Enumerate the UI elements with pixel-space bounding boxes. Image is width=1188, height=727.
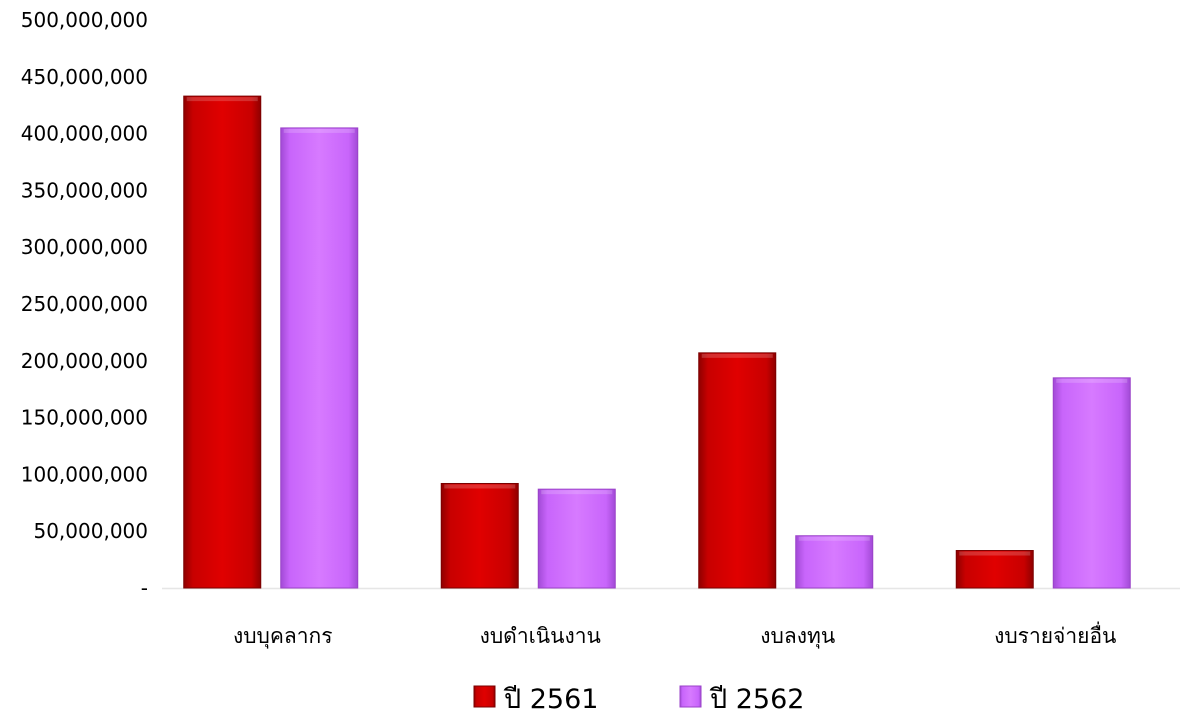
bar-highlight — [798, 536, 870, 541]
bar-highlight — [444, 484, 516, 489]
legend-swatch — [679, 685, 702, 708]
bar-series-2 — [537, 488, 616, 589]
legend: ปี 2561 ปี 2562 — [473, 684, 805, 715]
x-tick-label: งบบุคลากร — [233, 624, 333, 649]
legend-label: ปี 2562 — [710, 684, 805, 715]
bar-highlight — [541, 490, 613, 495]
bar-highlight — [186, 97, 258, 102]
bar-series-1 — [440, 482, 519, 589]
y-tick-label: 500,000,000 — [21, 8, 148, 32]
legend-label: ปี 2561 — [504, 684, 599, 715]
y-tick-label: 200,000,000 — [21, 349, 148, 373]
bar-series-2 — [280, 127, 359, 589]
y-tick-label: 300,000,000 — [21, 235, 148, 259]
x-tick-label: งบลงทุน — [760, 624, 835, 649]
x-tick-label: งบรายจ่ายอื่น — [994, 621, 1116, 648]
y-tick-label: 50,000,000 — [33, 519, 148, 543]
bar-series-1 — [698, 352, 777, 589]
y-tick-label: 100,000,000 — [21, 462, 148, 486]
y-tick-label: 250,000,000 — [21, 292, 148, 316]
bar-highlight — [959, 551, 1031, 556]
bar-highlight — [283, 128, 355, 133]
y-tick-label: 350,000,000 — [21, 178, 148, 202]
bar-series-1 — [955, 550, 1034, 589]
y-tick-label: 450,000,000 — [21, 65, 148, 89]
bar-series-1 — [183, 95, 262, 589]
bar-highlight — [701, 353, 773, 358]
y-axis: - 50,000,000 100,000,000 150,000,000 200,000… — [21, 8, 148, 600]
bar-series-2 — [795, 535, 874, 589]
x-axis: งบบุคลากร งบดำเนินงาน งบลงทุน งบรายจ่ายอื่น — [233, 621, 1116, 649]
bars-group — [183, 95, 1131, 589]
y-tick-label: 400,000,000 — [21, 122, 148, 146]
x-tick-label: งบดำเนินงาน — [480, 624, 601, 648]
legend-swatch — [473, 685, 496, 708]
bar-series-2 — [1052, 377, 1131, 589]
bar-highlight — [1056, 378, 1128, 383]
y-tick-label: 150,000,000 — [21, 406, 148, 430]
y-tick-label: - — [141, 576, 148, 600]
